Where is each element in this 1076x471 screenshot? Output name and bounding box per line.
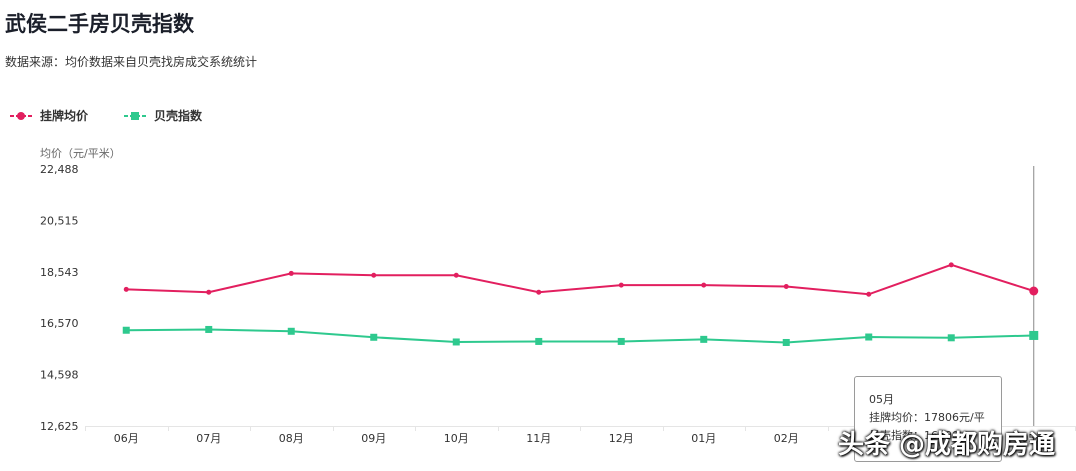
data-point	[452, 338, 460, 346]
data-point	[700, 335, 708, 343]
x-tick-label: 02月	[774, 432, 799, 445]
x-tick-label: 05月	[1021, 432, 1046, 445]
data-point	[370, 333, 378, 341]
chart-legend: 挂牌均价 贝壳指数	[10, 107, 202, 124]
data-point	[453, 272, 459, 278]
data-point	[123, 286, 129, 292]
x-tick-label: 01月	[691, 432, 716, 445]
data-point	[206, 289, 212, 295]
data-point	[947, 334, 955, 342]
series-line-listing-price	[126, 263, 1035, 296]
data-point	[866, 291, 872, 297]
legend-label-index: 贝壳指数	[154, 109, 203, 123]
data-point	[287, 327, 295, 335]
data-point	[205, 325, 213, 333]
data-point	[1029, 286, 1039, 296]
x-tick-label: 10月	[444, 432, 469, 445]
data-point	[1029, 330, 1039, 340]
circle-line-icon	[10, 111, 32, 120]
data-source-note: 数据来源：均价数据来自贝壳找房成交系统统计	[5, 55, 258, 69]
tooltip-month: 05月	[869, 393, 894, 406]
y-tick-label: 12,625	[40, 420, 79, 433]
y-tick-label: 18,543	[40, 266, 79, 279]
chart-tooltip: 05月 挂牌均价：17806元/平 贝壳指数：16100	[854, 376, 1002, 462]
data-point	[783, 283, 789, 289]
page-title: 武侯二手房贝壳指数	[5, 12, 194, 36]
x-tick-label: 09月	[361, 432, 386, 445]
y-tick-label: 16,570	[40, 317, 79, 330]
data-point	[617, 337, 625, 345]
square-line-icon	[124, 111, 147, 120]
data-point	[948, 262, 954, 268]
tooltip-listing-price: 挂牌均价：17806元/平	[869, 411, 985, 424]
legend-item-index[interactable]: 贝壳指数	[124, 107, 202, 124]
data-point	[535, 337, 543, 345]
x-tick-label: 06月	[114, 432, 139, 445]
tooltip-index: 贝壳指数：16100	[869, 429, 959, 442]
x-tick-label: 07月	[196, 432, 221, 445]
x-tick-label: 11月	[526, 432, 551, 445]
data-point	[122, 326, 130, 334]
data-point	[618, 282, 624, 288]
x-tick-label: 08月	[279, 432, 304, 445]
y-tick-label: 22,488	[40, 163, 79, 176]
data-point	[371, 272, 377, 278]
legend-item-listing-price[interactable]: 挂牌均价	[10, 107, 88, 124]
y-axis-label: 均价（元/平米）	[40, 147, 121, 160]
series-line-index	[126, 328, 1034, 344]
y-tick-label: 14,598	[40, 369, 79, 382]
data-point	[288, 270, 294, 276]
data-point	[701, 282, 707, 288]
data-point	[782, 338, 790, 346]
y-tick-label: 20,515	[40, 214, 79, 227]
data-point	[865, 333, 873, 341]
data-point	[536, 289, 542, 295]
x-tick-label: 12月	[609, 432, 634, 445]
watermark: 头条 @成都购房通	[838, 430, 1056, 460]
legend-label-listing-price: 挂牌均价	[40, 109, 89, 123]
